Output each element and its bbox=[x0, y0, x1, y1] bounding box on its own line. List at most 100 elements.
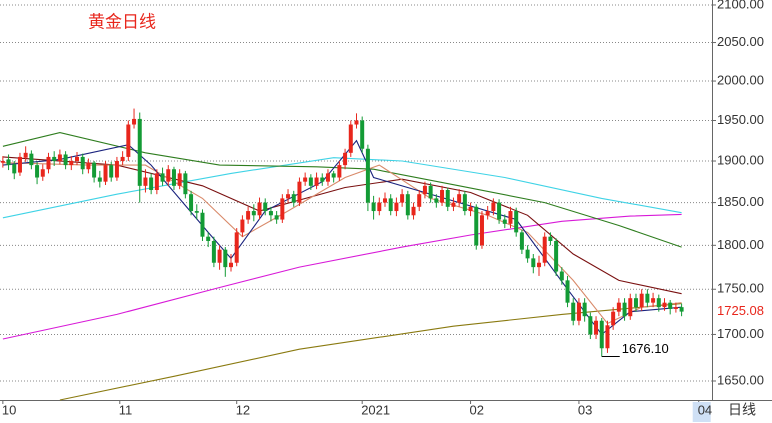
y-tick-label: 1800.00 bbox=[717, 237, 764, 252]
candle-body bbox=[12, 164, 17, 174]
candle-body bbox=[29, 153, 34, 166]
candle-body bbox=[263, 202, 268, 212]
candle-body bbox=[599, 320, 604, 349]
candle-body bbox=[109, 165, 114, 178]
candle-body bbox=[485, 211, 490, 216]
x-tick-label: 03 bbox=[578, 402, 592, 417]
y-tick-label: 1700.00 bbox=[717, 326, 764, 341]
y-tick-label: 1950.00 bbox=[717, 112, 764, 127]
candle-body bbox=[257, 202, 262, 216]
x-tick-label: 10 bbox=[2, 402, 16, 417]
candle-body bbox=[63, 154, 68, 166]
candle-body bbox=[160, 173, 165, 182]
y-tick-label: 2100.00 bbox=[717, 0, 764, 11]
candle-body bbox=[240, 219, 245, 233]
candle-body bbox=[479, 215, 484, 246]
candle-body bbox=[588, 316, 593, 335]
candle-body bbox=[348, 124, 353, 153]
candle-body bbox=[137, 118, 142, 186]
candle-body bbox=[268, 211, 273, 216]
candle-body bbox=[497, 202, 502, 220]
candle-body bbox=[662, 302, 667, 308]
candle-body bbox=[360, 120, 365, 149]
candle-body bbox=[611, 311, 616, 326]
candle-body bbox=[633, 298, 638, 308]
candle-body bbox=[177, 173, 182, 186]
candle-body bbox=[440, 190, 445, 203]
candle-body bbox=[35, 165, 40, 178]
candle-body bbox=[371, 202, 376, 212]
candle-body bbox=[428, 185, 433, 199]
candle-body bbox=[668, 302, 673, 309]
candle-body bbox=[554, 240, 559, 272]
candle-body bbox=[154, 173, 159, 191]
candle-body bbox=[400, 194, 405, 203]
candle-body bbox=[217, 249, 222, 263]
candle-body bbox=[468, 206, 473, 212]
candle-body bbox=[639, 293, 644, 308]
candle-body bbox=[86, 162, 91, 170]
candle-body bbox=[120, 156, 125, 162]
candle-body bbox=[126, 124, 131, 157]
y-tick-label: 1650.00 bbox=[717, 372, 764, 387]
candle-body bbox=[149, 177, 154, 191]
candle-body bbox=[377, 202, 382, 212]
candle-body bbox=[303, 177, 308, 182]
candle-body bbox=[246, 211, 251, 220]
candle-body bbox=[616, 302, 621, 312]
candle-body bbox=[531, 258, 536, 268]
candle-body bbox=[605, 325, 610, 349]
x-tick-highlight bbox=[692, 402, 711, 422]
candle-body bbox=[143, 177, 148, 186]
candle-body bbox=[457, 194, 462, 203]
candle-body bbox=[417, 194, 422, 207]
candle-body bbox=[571, 302, 576, 321]
candle-body bbox=[576, 302, 581, 321]
candle-body bbox=[189, 194, 194, 212]
candle-body bbox=[422, 185, 427, 195]
candle-body bbox=[211, 240, 216, 263]
candle-body bbox=[40, 169, 45, 177]
candle-body bbox=[229, 262, 234, 268]
candle-body bbox=[508, 211, 513, 224]
candle-body bbox=[23, 152, 28, 158]
candle-body bbox=[622, 302, 627, 317]
candle-body bbox=[354, 120, 359, 125]
candle-body bbox=[445, 190, 450, 207]
candle-body bbox=[388, 198, 393, 212]
candle-body bbox=[314, 177, 319, 186]
candle-body bbox=[519, 232, 524, 250]
x-tick-label: 12 bbox=[236, 402, 250, 417]
y-tick-label: 2050.00 bbox=[717, 34, 764, 49]
candle-body bbox=[565, 280, 570, 303]
candle-body bbox=[673, 307, 678, 309]
candle-body bbox=[594, 320, 599, 335]
candle-body bbox=[75, 156, 80, 162]
candle-body bbox=[183, 173, 188, 195]
moving-average bbox=[59, 303, 682, 401]
candle-body bbox=[80, 156, 85, 170]
candle-body bbox=[280, 198, 285, 220]
candle-body bbox=[365, 148, 370, 203]
x-tick-label: 2021 bbox=[361, 402, 390, 417]
candle-body bbox=[114, 161, 119, 178]
candle-body bbox=[320, 177, 325, 182]
candle-body bbox=[474, 206, 479, 246]
candle-body bbox=[525, 249, 530, 259]
candle-body bbox=[234, 232, 239, 263]
candle-body bbox=[394, 202, 399, 212]
candle-body bbox=[383, 198, 388, 203]
candle-body bbox=[57, 154, 62, 162]
candle-body bbox=[411, 206, 416, 216]
candle-body bbox=[559, 271, 564, 281]
candle-body bbox=[537, 262, 542, 268]
period-label: 日线 bbox=[728, 402, 756, 418]
candle-body bbox=[462, 194, 467, 212]
candle-body bbox=[103, 165, 108, 182]
candle-body bbox=[17, 156, 22, 173]
candle-body bbox=[308, 177, 313, 186]
chart-title: 黄金日线 bbox=[88, 12, 156, 31]
candle-body bbox=[69, 161, 74, 166]
